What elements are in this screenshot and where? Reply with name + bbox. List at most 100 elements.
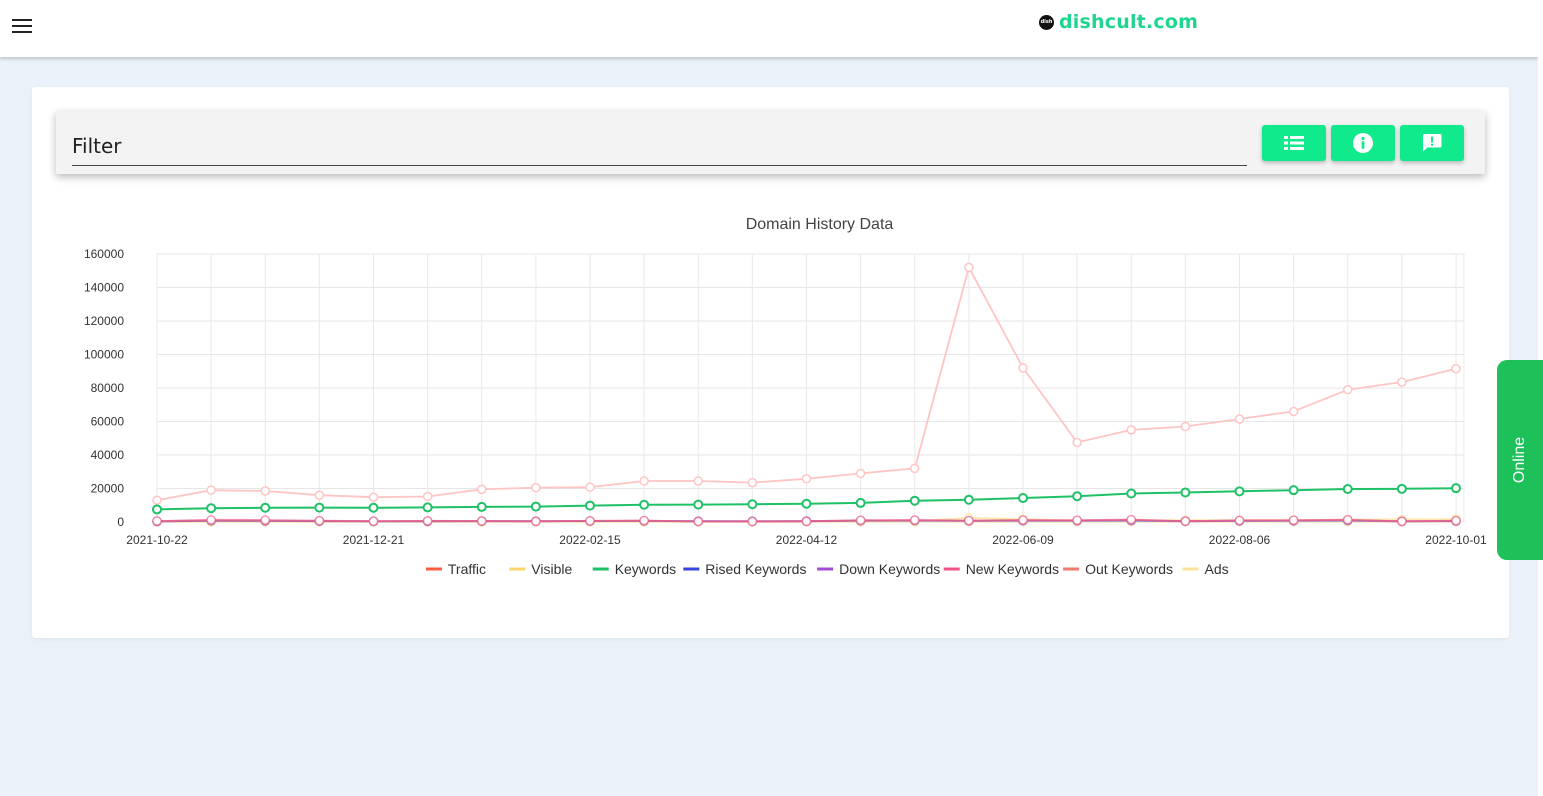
feedback-button[interactable] <box>1400 125 1464 161</box>
data-point <box>530 501 541 512</box>
data-point <box>260 486 270 496</box>
data-point <box>639 515 649 526</box>
data-point <box>206 485 216 495</box>
x-tick-label: 2022-08-06 <box>1209 533 1271 547</box>
data-point <box>314 490 325 500</box>
data-point <box>1234 486 1245 497</box>
x-tick-label: 2022-02-15 <box>559 533 621 547</box>
data-point <box>1180 516 1191 526</box>
data-point <box>152 495 162 505</box>
info-button[interactable] <box>1331 125 1395 161</box>
data-point <box>855 497 866 508</box>
data-point <box>1072 491 1083 502</box>
data-point <box>206 515 216 525</box>
data-point <box>1180 421 1191 432</box>
data-point <box>1234 515 1245 526</box>
list-view-button[interactable] <box>1262 125 1326 161</box>
data-point <box>747 499 758 510</box>
data-point <box>1018 363 1028 373</box>
data-point <box>368 502 379 513</box>
data-point <box>639 499 650 510</box>
data-point <box>1451 363 1461 374</box>
brand-name[interactable]: dishcult.com <box>1059 11 1199 33</box>
data-point <box>747 477 758 488</box>
data-point <box>1343 384 1353 395</box>
legend-label: Keywords <box>615 561 676 577</box>
data-point <box>1342 484 1353 495</box>
data-point <box>964 262 974 273</box>
data-point <box>855 515 866 525</box>
legend-label: Traffic <box>448 561 486 577</box>
data-point <box>1397 516 1407 527</box>
data-point <box>422 502 433 513</box>
chart-title: Domain History Data <box>746 216 894 233</box>
feedback-icon <box>1422 134 1442 152</box>
data-point <box>801 474 812 484</box>
data-point <box>1397 377 1407 387</box>
data-point <box>1396 483 1407 494</box>
y-tick-label: 120000 <box>84 314 124 328</box>
top-bar: dish cult dishcult.com <box>0 0 1538 57</box>
brand-logo-icon: dish cult <box>1039 14 1054 40</box>
list-icon <box>1284 136 1304 150</box>
data-point <box>368 516 379 526</box>
data-point <box>747 516 758 527</box>
data-point <box>693 499 704 510</box>
data-point <box>1018 515 1028 525</box>
data-point <box>1018 493 1028 504</box>
data-point <box>1288 515 1299 525</box>
data-point <box>910 515 920 525</box>
legend-label: New Keywords <box>966 561 1059 577</box>
data-point <box>206 503 217 514</box>
y-tick-label: 0 <box>117 515 124 529</box>
data-point <box>693 516 703 527</box>
hamburger-menu-icon[interactable] <box>12 19 32 35</box>
data-point <box>855 468 866 479</box>
data-point <box>1126 488 1137 499</box>
data-point <box>422 516 433 526</box>
data-point <box>368 492 379 502</box>
data-point <box>260 515 270 525</box>
data-point <box>585 500 595 511</box>
brand[interactable]: dish cult dishcult.com <box>1039 11 1199 40</box>
y-tick-label: 20000 <box>91 482 125 496</box>
y-tick-label: 60000 <box>91 415 125 429</box>
data-point <box>260 502 271 513</box>
legend-label: Rised Keywords <box>705 561 806 577</box>
x-tick-label: 2022-04-12 <box>776 533 838 547</box>
data-point <box>314 502 325 513</box>
filter-bar <box>56 111 1485 174</box>
data-point <box>1072 437 1082 448</box>
legend-label: Visible <box>531 561 572 577</box>
y-tick-label: 100000 <box>84 348 124 362</box>
data-point <box>964 515 974 526</box>
x-tick-label: 2021-12-21 <box>343 533 405 547</box>
data-point <box>531 516 541 527</box>
x-tick-label: 2022-10-01 <box>1425 533 1487 547</box>
data-point <box>910 463 920 474</box>
chart-svg: Domain History Data 0 20000 40000 60000 80000… <box>84 216 1487 577</box>
data-point <box>1451 515 1461 526</box>
filter-input[interactable] <box>72 127 1247 166</box>
y-tick-label: 40000 <box>91 448 125 462</box>
info-icon <box>1353 133 1373 153</box>
data-point <box>477 516 487 526</box>
x-tick-label: 2022-06-09 <box>992 533 1054 547</box>
data-point <box>639 476 649 486</box>
data-point <box>963 494 974 505</box>
data-point <box>801 498 812 509</box>
legend-label: Down Keywords <box>839 561 940 577</box>
data-point <box>1234 414 1245 424</box>
data-point <box>1288 485 1299 496</box>
data-point <box>1126 514 1136 525</box>
data-point <box>477 484 487 495</box>
data-point <box>1180 487 1191 498</box>
content-card: Domain History Data 0 20000 40000 60000 80000… <box>32 87 1509 638</box>
y-tick-label: 160000 <box>84 247 124 261</box>
data-point <box>1126 425 1136 435</box>
online-status-tab[interactable]: Online <box>1497 360 1543 560</box>
data-point <box>314 515 325 526</box>
data-point <box>152 504 162 515</box>
data-point <box>909 495 920 506</box>
legend-label: Ads <box>1205 561 1229 577</box>
